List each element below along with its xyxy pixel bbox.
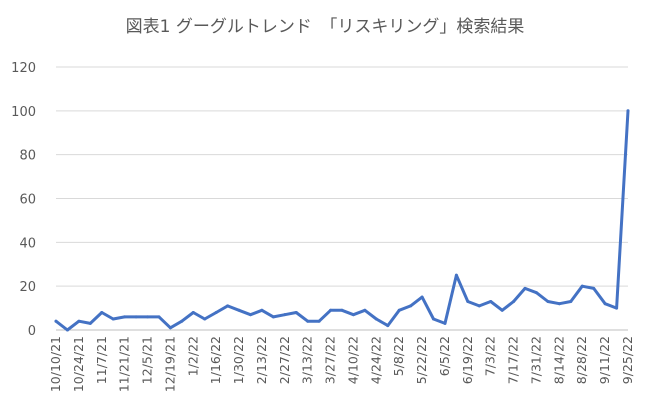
x-tick-label: 5/8/22 <box>391 336 406 376</box>
x-tick-label: 10/24/21 <box>71 336 86 392</box>
y-tick-label: 40 <box>19 236 36 251</box>
x-tick-label: 6/19/22 <box>460 336 475 384</box>
x-tick-label: 5/22/22 <box>414 336 429 384</box>
data-point <box>386 324 390 328</box>
data-point <box>592 286 596 290</box>
data-point <box>329 308 333 312</box>
x-tick-label: 3/27/22 <box>323 336 338 384</box>
data-point <box>306 319 310 323</box>
data-point <box>248 313 252 317</box>
x-tick-label: 11/21/21 <box>117 336 132 392</box>
x-tick-label: 10/10/21 <box>48 336 63 392</box>
x-tick-label: 12/5/21 <box>140 336 155 384</box>
chart-title: 図表1 グーグルトレンド 「リスキリング」検索結果 <box>126 17 525 37</box>
data-point <box>294 310 298 314</box>
data-point <box>214 310 218 314</box>
data-point <box>351 313 355 317</box>
x-axis-tick-labels: 10/10/21 10/24/21 11/7/21 11/21/21 12/5/21 12… <box>48 336 635 392</box>
data-point <box>557 302 561 306</box>
data-point <box>168 326 172 330</box>
data-point <box>443 321 447 325</box>
x-tick-label: 2/13/22 <box>254 336 269 384</box>
data-point <box>100 310 104 314</box>
data-point <box>203 317 207 321</box>
data-point <box>603 302 607 306</box>
data-point <box>454 273 458 277</box>
data-point <box>226 304 230 308</box>
data-point <box>88 321 92 325</box>
data-point <box>374 317 378 321</box>
data-point <box>569 300 573 304</box>
y-tick-label: 0 <box>28 324 36 339</box>
data-point <box>123 315 127 319</box>
data-point <box>420 295 424 299</box>
data-point <box>134 315 138 319</box>
data-point <box>65 328 69 332</box>
y-tick-label: 60 <box>19 193 36 208</box>
data-point <box>191 310 195 314</box>
x-tick-label: 1/2/22 <box>185 336 200 376</box>
series-line <box>54 109 630 332</box>
data-point <box>477 304 481 308</box>
y-tick-label: 80 <box>19 149 36 164</box>
data-point <box>260 308 264 312</box>
x-tick-label: 9/25/22 <box>620 336 635 384</box>
data-point <box>180 319 184 323</box>
data-point <box>534 291 538 295</box>
y-tick-label: 120 <box>11 61 36 76</box>
data-point <box>397 308 401 312</box>
x-tick-label: 12/19/21 <box>162 336 177 392</box>
x-tick-label: 8/14/22 <box>551 336 566 384</box>
x-tick-label: 7/17/22 <box>506 336 521 384</box>
data-point <box>54 319 58 323</box>
data-point <box>580 284 584 288</box>
data-point <box>523 286 527 290</box>
data-point <box>317 319 321 323</box>
data-point <box>489 300 493 304</box>
x-tick-label: 3/13/22 <box>300 336 315 384</box>
x-tick-label: 4/10/22 <box>345 336 360 384</box>
data-point <box>283 313 287 317</box>
x-tick-label: 1/30/22 <box>231 336 246 384</box>
data-point <box>615 306 619 310</box>
data-point <box>157 315 161 319</box>
data-point <box>77 319 81 323</box>
y-axis-tick-labels: 0 20 40 60 80 100 120 <box>11 61 36 339</box>
x-tick-label: 7/31/22 <box>528 336 543 384</box>
data-point <box>512 300 516 304</box>
x-tick-label: 8/28/22 <box>574 336 589 384</box>
x-tick-label: 6/5/22 <box>437 336 452 376</box>
data-point <box>363 308 367 312</box>
gridlines <box>56 66 628 331</box>
data-point <box>500 308 504 312</box>
data-point <box>271 315 275 319</box>
data-point <box>340 308 344 312</box>
x-tick-label: 9/11/22 <box>597 336 612 384</box>
data-point <box>237 308 241 312</box>
x-tick-label: 1/16/22 <box>208 336 223 384</box>
x-tick-label: 7/3/22 <box>483 336 498 376</box>
data-point <box>409 304 413 308</box>
data-point <box>146 315 150 319</box>
data-point <box>111 317 115 321</box>
series-layer <box>54 109 630 332</box>
x-tick-label: 4/24/22 <box>368 336 383 384</box>
data-point <box>466 300 470 304</box>
data-point <box>626 109 630 113</box>
x-tick-label: 11/7/21 <box>94 336 109 384</box>
x-tick-label: 2/27/22 <box>277 336 292 384</box>
y-tick-label: 20 <box>19 280 36 295</box>
y-tick-label: 100 <box>11 105 36 120</box>
data-point <box>432 317 436 321</box>
data-point <box>546 300 550 304</box>
